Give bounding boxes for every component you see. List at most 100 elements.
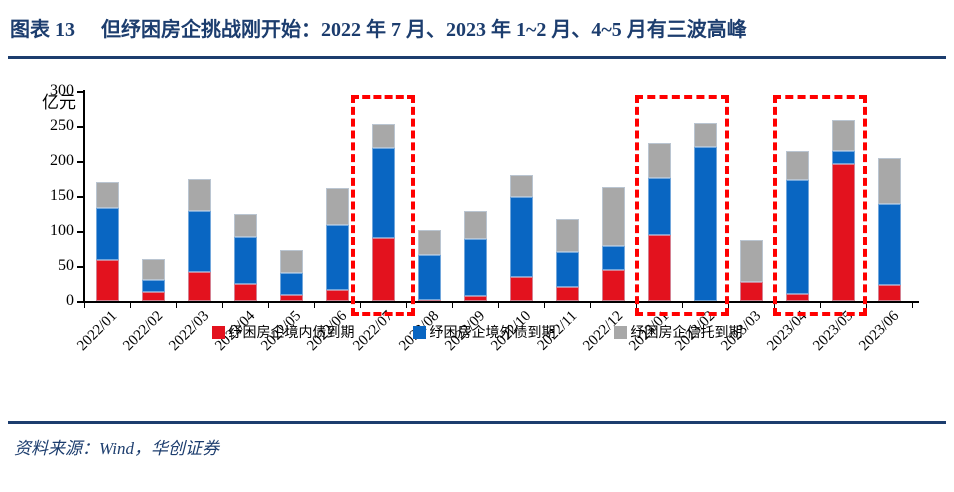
legend-swatch xyxy=(613,325,627,339)
legend-item: 纾困房企境外债到期 xyxy=(412,322,556,342)
bar-segment xyxy=(601,186,625,246)
stacked-bar xyxy=(877,158,901,301)
bar-segment xyxy=(647,142,671,178)
bar-segment xyxy=(95,259,119,301)
y-axis-line xyxy=(83,90,85,302)
stacked-bar xyxy=(739,240,763,301)
bar-segment xyxy=(831,163,855,301)
bar-segment xyxy=(233,284,257,301)
stacked-bar xyxy=(647,142,671,301)
x-axis-tick xyxy=(268,303,269,308)
x-axis-line xyxy=(83,301,919,303)
x-axis-tick xyxy=(544,303,545,308)
bar-segment xyxy=(325,224,349,290)
figure-label: 图表 13 xyxy=(10,19,75,41)
bar-segment xyxy=(279,249,303,274)
y-axis-tick-label: 150 xyxy=(50,187,74,204)
bar-segment xyxy=(187,272,211,301)
stacked-bar xyxy=(279,249,303,301)
bar-segment xyxy=(371,238,395,301)
bar-segment xyxy=(233,236,257,285)
legend-label: 纾困房企信托到期 xyxy=(630,324,743,340)
x-axis-tick xyxy=(498,303,499,308)
bar-segment xyxy=(279,295,303,301)
bar-segment xyxy=(647,177,671,235)
bar-segment xyxy=(371,147,395,238)
bar-segment xyxy=(417,299,441,301)
bar-segment xyxy=(279,273,303,296)
stacked-bar xyxy=(325,188,349,301)
figure-title: 图表 13 但纾困房企挑战刚开始：2022 年 7 月、2023 年 1~2 月、… xyxy=(10,13,747,42)
bar-segment xyxy=(555,252,579,287)
highlight-box xyxy=(773,95,867,316)
y-axis-tick-label: 50 xyxy=(58,257,74,274)
highlight-box xyxy=(351,95,415,316)
bar-segment xyxy=(141,280,165,292)
stacked-bar xyxy=(693,123,717,301)
x-axis-tick xyxy=(360,303,361,308)
legend-item: 纾困房企境内债到期 xyxy=(211,322,355,342)
bar-segment xyxy=(831,120,855,152)
bar-segment xyxy=(601,245,625,270)
bar-segment xyxy=(463,210,487,239)
stacked-bar xyxy=(417,229,441,301)
x-axis-tick xyxy=(130,303,131,308)
x-axis-tick xyxy=(590,303,591,308)
stacked-bar-chart: 亿元 0 50 100 150 200 250 300 2022/01 2022/02 2022/… xyxy=(0,60,954,380)
bar-segment xyxy=(785,294,809,301)
bar-segment xyxy=(417,229,441,255)
legend-swatch xyxy=(211,325,225,339)
highlight-box xyxy=(635,95,729,316)
stacked-bar xyxy=(601,186,625,301)
y-axis-tick-label: 100 xyxy=(50,222,74,239)
y-axis-tick xyxy=(77,301,83,303)
y-axis-tick-label: 0 xyxy=(66,292,74,309)
x-axis-tick xyxy=(452,303,453,308)
bar-segment xyxy=(325,188,349,225)
bar-segment xyxy=(187,211,211,273)
plot-area xyxy=(84,91,916,301)
legend-label: 纾困房企境内债到期 xyxy=(228,324,355,340)
bar-segment xyxy=(325,289,349,301)
x-axis-tick xyxy=(222,303,223,308)
x-axis-tick xyxy=(406,303,407,308)
bar-segment xyxy=(555,219,579,252)
legend-swatch xyxy=(412,325,426,339)
stacked-bar xyxy=(371,123,395,301)
y-axis-tick xyxy=(77,196,83,198)
y-axis-tick-label: 250 xyxy=(50,117,74,134)
stacked-bar xyxy=(555,219,579,301)
bar-segment xyxy=(417,254,441,300)
source-note: 资料来源：Wind，华创证券 xyxy=(14,439,219,458)
bar-segment xyxy=(785,150,809,180)
x-axis-tick xyxy=(820,303,821,308)
bar-segment xyxy=(509,197,533,277)
bar-segment xyxy=(187,179,211,212)
bar-segment xyxy=(739,282,763,301)
bar-segment xyxy=(463,238,487,297)
bar-segment xyxy=(95,182,119,208)
bar-segment xyxy=(647,234,671,301)
bar-segment xyxy=(877,158,901,205)
stacked-bar xyxy=(187,179,211,301)
footer-divider xyxy=(8,421,946,424)
bar-segment xyxy=(95,207,119,260)
bar-segment xyxy=(463,296,487,301)
bar-segment xyxy=(601,269,625,301)
bar-segment xyxy=(141,291,165,301)
y-axis-tick xyxy=(77,161,83,163)
stacked-bar xyxy=(95,182,119,301)
legend: 纾困房企境内债到期 纾困房企境外债到期 纾困房企信托到期 xyxy=(0,322,954,342)
stacked-bar xyxy=(509,175,533,301)
stacked-bar xyxy=(463,210,487,301)
bar-segment xyxy=(877,284,901,301)
stacked-bar xyxy=(785,150,809,301)
stacked-bar xyxy=(831,120,855,301)
legend-item: 纾困房企信托到期 xyxy=(613,322,743,342)
bar-segment xyxy=(509,276,533,301)
bar-segment xyxy=(877,204,901,285)
y-unit-label: 亿元 xyxy=(42,93,76,112)
bar-segment xyxy=(555,287,579,301)
bar-segment xyxy=(509,175,533,198)
x-axis-tick xyxy=(176,303,177,308)
